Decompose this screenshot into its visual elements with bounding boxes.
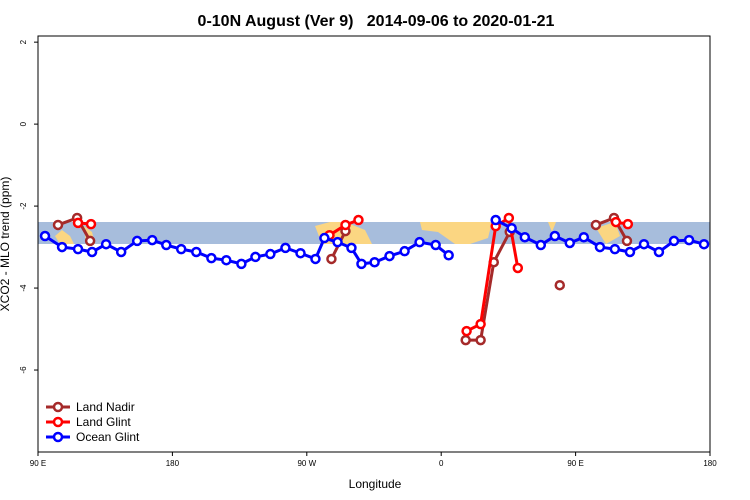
data-point bbox=[443, 250, 454, 261]
data-point bbox=[131, 235, 143, 247]
data-point bbox=[549, 230, 561, 242]
data-point bbox=[564, 237, 576, 249]
data-point bbox=[175, 243, 187, 255]
data-point bbox=[554, 279, 566, 291]
data-point bbox=[56, 241, 68, 253]
data-point bbox=[369, 256, 380, 268]
data-point bbox=[295, 247, 306, 259]
data-point bbox=[609, 243, 621, 255]
data-point bbox=[590, 219, 602, 231]
x-tick-label: 90 E bbox=[567, 459, 583, 468]
data-point bbox=[594, 241, 606, 253]
data-point bbox=[506, 222, 517, 234]
legend-marker bbox=[52, 416, 64, 428]
data-point bbox=[683, 234, 695, 246]
y-tick-label: 2 bbox=[19, 39, 28, 44]
data-point bbox=[100, 238, 112, 250]
data-point bbox=[399, 245, 410, 257]
data-point bbox=[346, 242, 357, 254]
data-point bbox=[384, 250, 395, 262]
data-point bbox=[221, 254, 232, 266]
y-tick-label: -6 bbox=[19, 366, 28, 374]
legend-marker bbox=[52, 401, 64, 413]
data-point bbox=[326, 253, 337, 265]
data-point bbox=[512, 262, 524, 274]
x-tick-label: 180 bbox=[166, 459, 180, 468]
data-point bbox=[490, 214, 501, 226]
data-point bbox=[161, 239, 172, 251]
data-point bbox=[610, 216, 622, 228]
data-point bbox=[250, 251, 261, 263]
data-point bbox=[265, 248, 276, 260]
data-point bbox=[236, 258, 247, 270]
legend-label: Land Nadir bbox=[76, 400, 135, 414]
data-point bbox=[653, 246, 665, 258]
chart-title: 0-10N August (Ver 9) 2014-09-06 to 2020-… bbox=[198, 13, 555, 30]
map-band bbox=[38, 222, 710, 244]
data-point bbox=[578, 231, 590, 243]
data-point bbox=[475, 318, 486, 330]
data-point bbox=[460, 334, 471, 346]
legend-label: Ocean Glint bbox=[76, 430, 140, 444]
data-point bbox=[206, 252, 217, 264]
data-point bbox=[191, 246, 202, 258]
y-axis-label: XCO2 - MLO trend (ppm) bbox=[0, 177, 12, 312]
data-point bbox=[698, 238, 710, 250]
data-point bbox=[86, 246, 98, 258]
data-point bbox=[84, 235, 96, 247]
data-point bbox=[475, 334, 486, 346]
data-point bbox=[622, 218, 634, 230]
data-point bbox=[638, 238, 650, 250]
y-tick-label: -2 bbox=[19, 202, 28, 210]
data-point bbox=[310, 253, 321, 265]
data-point bbox=[332, 236, 343, 248]
data-point bbox=[72, 243, 84, 255]
legend-marker bbox=[52, 431, 64, 443]
x-tick-label: 180 bbox=[703, 459, 717, 468]
data-point bbox=[146, 234, 158, 246]
data-point bbox=[353, 214, 364, 226]
data-point bbox=[319, 232, 330, 244]
y-tick-label: -4 bbox=[19, 284, 28, 292]
data-point bbox=[280, 242, 291, 254]
data-point bbox=[115, 246, 127, 258]
data-point bbox=[535, 239, 547, 251]
x-axis-label: Longitude bbox=[349, 477, 402, 491]
x-tick-label: 90 E bbox=[30, 459, 46, 468]
x-tick-label: 90 W bbox=[297, 459, 316, 468]
data-point bbox=[414, 236, 425, 248]
data-point bbox=[503, 212, 515, 224]
plot-frame bbox=[37, 35, 711, 453]
data-point bbox=[72, 217, 84, 229]
data-point bbox=[624, 246, 636, 258]
data-point bbox=[356, 258, 367, 270]
data-point bbox=[461, 325, 472, 337]
data-point bbox=[668, 235, 680, 247]
data-point bbox=[519, 231, 531, 243]
data-point bbox=[430, 239, 441, 251]
data-point bbox=[340, 219, 351, 231]
data-point bbox=[52, 219, 64, 231]
legend-label: Land Glint bbox=[76, 415, 131, 429]
data-point bbox=[85, 218, 97, 230]
x-tick-label: 0 bbox=[439, 459, 444, 468]
data-point bbox=[621, 235, 633, 247]
data-point bbox=[39, 230, 51, 242]
y-tick-label: 0 bbox=[19, 121, 28, 126]
